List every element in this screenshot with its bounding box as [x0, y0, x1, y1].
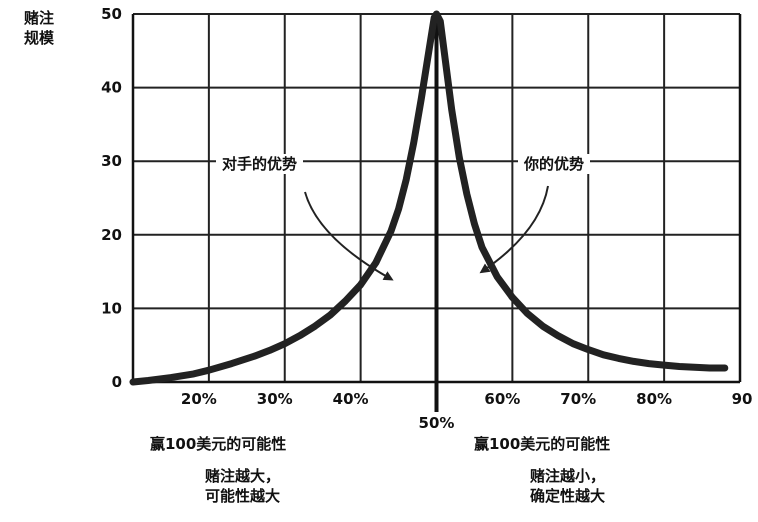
x-tick-label: 90	[732, 390, 753, 408]
x-tick-label: 40%	[333, 390, 369, 408]
x-tick-label: 60%	[484, 390, 520, 408]
x-tick-label: 50%	[419, 414, 455, 432]
annotation-opponent-advantage: 对手的优势	[216, 154, 304, 174]
caption-left-line-1: 赌注越大，	[205, 467, 281, 485]
caption-right-line-2: 确定性越大	[530, 487, 606, 505]
x-tick-labels: 20% 30% 40% 50% 60% 70% 80% 90	[181, 390, 753, 432]
y-tick-label: 30	[101, 152, 122, 170]
annotation-arrow	[479, 185, 549, 274]
y-axis-label-line-1: 赌注	[24, 9, 55, 27]
caption-right-title: 赢100美元的可能性	[474, 435, 611, 453]
annotations	[304, 185, 549, 281]
axes	[131, 14, 742, 412]
caption-left-title: 赢100美元的可能性	[150, 435, 287, 453]
curve-series	[129, 10, 729, 386]
y-tick-label: 10	[101, 299, 122, 317]
y-tick-labels: 0 10 20 30 40 50	[101, 5, 122, 391]
caption-right-line-1: 赌注越小，	[530, 467, 606, 485]
curve-line	[129, 10, 729, 386]
x-tick-label: 70%	[560, 390, 596, 408]
caption-left-line-2: 可能性越大	[205, 487, 281, 505]
y-tick-label: 50	[101, 5, 122, 23]
x-tick-label: 80%	[636, 390, 672, 408]
y-tick-label: 0	[112, 373, 122, 391]
x-tick-label: 20%	[181, 390, 217, 408]
y-axis-label: 赌注 规模	[24, 8, 54, 48]
y-tick-label: 40	[101, 79, 122, 97]
annotation-your-advantage: 你的优势	[518, 154, 591, 174]
y-axis-label-line-2: 规模	[24, 29, 55, 47]
x-tick-label: 30%	[257, 390, 293, 408]
y-tick-label: 20	[101, 226, 122, 244]
annotation-arrow	[304, 191, 394, 281]
